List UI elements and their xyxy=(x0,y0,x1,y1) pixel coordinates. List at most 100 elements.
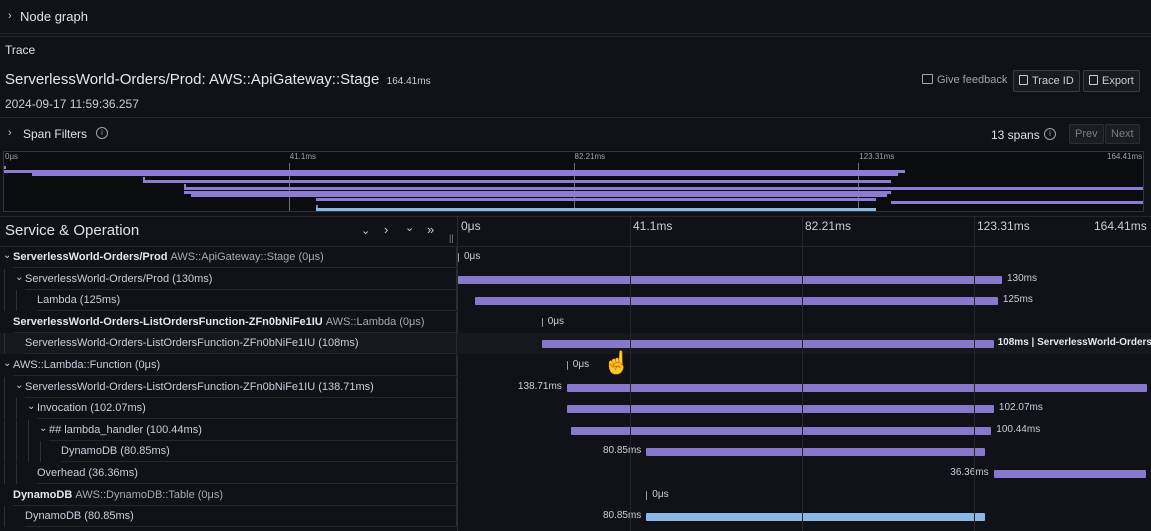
chevron-down-icon[interactable]: ⌄ xyxy=(27,401,36,413)
span-row-label-cell[interactable]: Overhead (36.36ms) xyxy=(0,463,457,484)
span-name: ServerlessWorld-Orders-ListOrdersFunctio… xyxy=(25,337,359,349)
span-bar[interactable] xyxy=(474,297,998,306)
span-bar[interactable] xyxy=(566,405,994,414)
trace-id-label: Trace ID xyxy=(1032,75,1074,87)
minimap-span-bar xyxy=(315,204,318,208)
minimap-span-bar xyxy=(4,166,6,169)
span-row-label-cell[interactable]: ServerlessWorld-Orders-ListOrdersFunctio… xyxy=(0,333,457,355)
chevron-down-icon[interactable]: ⌄ xyxy=(15,271,24,283)
info-icon[interactable]: i xyxy=(96,127,108,139)
timeline-tick-label: 123.31ms xyxy=(977,219,1030,233)
span-row-label-cell[interactable]: ServerlessWorld-Orders-ListOrdersFunctio… xyxy=(0,311,457,333)
span-row-label-cell[interactable]: Lambda (125ms) xyxy=(0,290,457,312)
span-bar[interactable] xyxy=(570,426,992,435)
timeline-tick-label: 82.21ms xyxy=(805,219,852,233)
minimap-span-bar xyxy=(315,208,876,211)
node-graph-header[interactable]: › Node graph xyxy=(0,0,1151,34)
span-row-label-cell[interactable]: ⌄ ServerlessWorld-Orders/Prod (130ms) xyxy=(0,268,457,290)
span-row[interactable]: Overhead (36.36ms) 36.36ms xyxy=(0,463,1151,484)
span-duration-label: 0μs xyxy=(572,359,590,370)
collapse-one-icon[interactable]: ⌄ xyxy=(361,225,371,237)
span-row[interactable]: ⌄ ServerlessWorld-Orders-ListOrdersFuncti… xyxy=(0,376,1151,398)
span-row[interactable]: ⌄ AWS::Lambda::Function (0μs) 0μs xyxy=(0,355,1151,376)
indent-guide xyxy=(4,268,5,290)
prev-button[interactable]: Prev xyxy=(1069,124,1104,144)
span-duration-label: 138.71ms xyxy=(517,380,562,392)
expand-all-icon[interactable]: ⌄ xyxy=(405,222,415,234)
span-row-label-cell[interactable]: ⌄ ## lambda_handler (100.44ms) xyxy=(0,419,457,441)
operation-name: AWS::Lambda (0μs) xyxy=(325,315,425,328)
span-row[interactable]: ⌄ ServerlessWorld-Orders/Prod AWS::ApiGate… xyxy=(0,247,1151,268)
chevron-down-icon[interactable]: ⌄ xyxy=(39,422,48,434)
span-row[interactable]: Lambda (125ms) 125ms xyxy=(0,290,1151,312)
span-row[interactable]: DynamoDB (80.85ms) 80.85ms xyxy=(0,506,1151,528)
span-row-label-cell[interactable]: DynamoDB (80.85ms) xyxy=(0,506,457,528)
span-bar[interactable] xyxy=(458,275,1002,284)
span-row[interactable]: ⌄ ## lambda_handler (100.44ms) 100.44ms xyxy=(0,419,1151,441)
span-row[interactable]: ServerlessWorld-Orders-ListOrdersFunctio… xyxy=(0,333,1151,355)
span-bar[interactable] xyxy=(646,513,985,522)
info-icon[interactable]: i xyxy=(1044,128,1056,140)
span-row-label-cell[interactable]: ⌄ Invocation (102.07ms) xyxy=(0,398,457,420)
span-bar[interactable] xyxy=(646,490,648,500)
span-name: Lambda (125ms) xyxy=(37,294,120,306)
minimap-span-bar xyxy=(31,173,898,176)
span-bar[interactable] xyxy=(458,253,459,262)
service-name: ServerlessWorld-Orders-ListOrdersFunctio… xyxy=(25,380,374,393)
span-bar[interactable] xyxy=(541,340,994,349)
row-separator xyxy=(25,526,457,528)
resize-handle[interactable]: || xyxy=(449,233,454,243)
service-name: ServerlessWorld-Orders/Prod xyxy=(13,251,168,263)
column-divider xyxy=(457,216,458,531)
save-icon xyxy=(1089,75,1098,85)
minimap-tick-label: 123.31ms xyxy=(859,152,895,161)
expand-one-icon[interactable]: › xyxy=(384,222,389,237)
span-bar[interactable] xyxy=(646,448,985,457)
service-name: Overhead (36.36ms) xyxy=(37,467,138,479)
trace-id-button[interactable]: Trace ID xyxy=(1013,70,1080,92)
span-filters-toggle[interactable]: › Span Filters i xyxy=(0,123,300,145)
service-operation-header: Service & Operation xyxy=(5,222,140,239)
span-row[interactable]: ⌄ ServerlessWorld-Orders/Prod (130ms) 130m… xyxy=(0,268,1151,290)
span-row-label-cell[interactable]: ⌄ ServerlessWorld-Orders/Prod AWS::ApiGate… xyxy=(0,247,457,268)
span-row[interactable]: ⌄ Invocation (102.07ms) 102.07ms xyxy=(0,398,1151,420)
span-bar[interactable] xyxy=(566,383,1148,392)
span-row-label-cell[interactable]: ⌄ ServerlessWorld-Orders-ListOrdersFuncti… xyxy=(0,376,457,398)
span-row-label-cell[interactable]: DynamoDB (80.85ms) xyxy=(0,441,457,463)
chevron-down-icon[interactable]: ⌄ xyxy=(3,250,12,261)
chevron-down-icon[interactable]: ⌄ xyxy=(15,379,24,391)
row-separator xyxy=(13,267,457,268)
row-separator xyxy=(25,353,457,355)
collapse-all-icon[interactable]: » xyxy=(427,222,435,237)
export-button[interactable]: Export xyxy=(1083,70,1140,92)
indent-guide xyxy=(4,376,5,398)
span-row[interactable]: ServerlessWorld-Orders-ListOrdersFunctio… xyxy=(0,311,1151,333)
chevron-down-icon[interactable]: ⌄ xyxy=(3,358,12,369)
span-duration-label: 100.44ms xyxy=(996,423,1041,435)
chevron-right-icon: › xyxy=(8,127,12,139)
minimap-span-bar xyxy=(4,169,905,173)
span-row[interactable]: DynamoDB (80.85ms) 80.85ms xyxy=(0,441,1151,463)
span-row-label-cell[interactable]: DynamoDB AWS::DynamoDB::Table (0μs) xyxy=(0,484,457,506)
next-button[interactable]: Next xyxy=(1105,124,1140,144)
span-duration-label: 130ms xyxy=(1007,272,1038,284)
minimap-tick-label: 0μs xyxy=(5,152,19,161)
span-bar[interactable] xyxy=(993,470,1146,478)
span-row-label-cell[interactable]: ⌄ AWS::Lambda::Function (0μs) xyxy=(0,355,457,376)
indent-guide xyxy=(28,419,29,441)
service-name: ServerlessWorld-Orders-ListOrdersFunctio… xyxy=(25,337,359,350)
span-bar[interactable] xyxy=(541,317,543,327)
span-name: Overhead (36.36ms) xyxy=(37,467,138,479)
trace-minimap[interactable]: 0μs 41.1ms 82.21ms 123.31ms 164.41ms xyxy=(3,151,1144,212)
timeline-tick-label: 0μs xyxy=(461,219,481,233)
span-name: ServerlessWorld-Orders/Prod (130ms) xyxy=(25,273,212,285)
row-separator xyxy=(13,504,457,506)
indent-guide xyxy=(4,333,5,355)
span-bar[interactable] xyxy=(566,361,568,370)
divider xyxy=(0,36,1151,37)
span-row[interactable]: DynamoDB AWS::DynamoDB::Table (0μs) 0μs xyxy=(0,484,1151,506)
span-name: ServerlessWorld-Orders-ListOrdersFunctio… xyxy=(13,316,425,328)
give-feedback-button[interactable]: Give feedback xyxy=(922,74,1007,86)
timeline-gridline xyxy=(630,217,631,531)
minimap-span-bar xyxy=(890,201,1143,204)
